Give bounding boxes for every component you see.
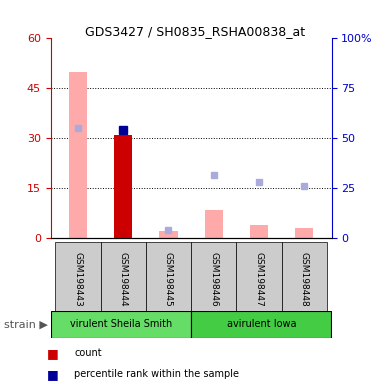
- Text: percentile rank within the sample: percentile rank within the sample: [74, 369, 239, 379]
- FancyBboxPatch shape: [282, 242, 327, 311]
- Bar: [295, 228, 314, 238]
- Bar: [114, 135, 132, 238]
- Bar: [160, 232, 177, 238]
- FancyBboxPatch shape: [51, 311, 191, 338]
- Text: GSM198445: GSM198445: [164, 252, 173, 307]
- Bar: [69, 72, 87, 238]
- Text: GSM198444: GSM198444: [119, 252, 128, 307]
- FancyBboxPatch shape: [236, 242, 282, 311]
- Text: ■: ■: [47, 368, 58, 381]
- FancyBboxPatch shape: [55, 242, 101, 311]
- Text: strain ▶: strain ▶: [4, 319, 48, 329]
- FancyBboxPatch shape: [101, 242, 146, 311]
- Text: virulent Sheila Smith: virulent Sheila Smith: [70, 319, 172, 329]
- Bar: [205, 210, 223, 238]
- Bar: [250, 225, 268, 238]
- Text: GSM198446: GSM198446: [209, 252, 218, 307]
- Text: GDS3427 / SH0835_RSHA00838_at: GDS3427 / SH0835_RSHA00838_at: [85, 25, 305, 38]
- Text: GSM198447: GSM198447: [255, 252, 264, 307]
- Text: ■: ■: [47, 347, 58, 360]
- FancyBboxPatch shape: [146, 242, 191, 311]
- Text: GSM198443: GSM198443: [73, 252, 82, 307]
- Text: count: count: [74, 348, 102, 358]
- Text: GSM198448: GSM198448: [300, 252, 309, 307]
- Text: avirulent Iowa: avirulent Iowa: [227, 319, 296, 329]
- FancyBboxPatch shape: [191, 242, 236, 311]
- FancyBboxPatch shape: [191, 311, 332, 338]
